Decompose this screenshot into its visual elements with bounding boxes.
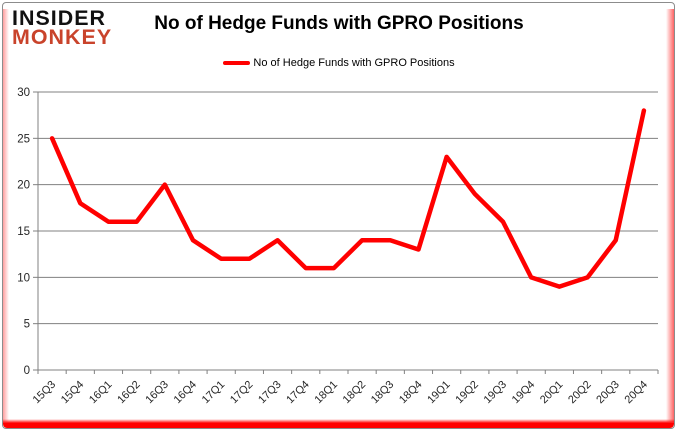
y-axis-label: 30 [17,87,30,99]
x-axis-label: 18Q3 [369,379,397,407]
red-glow-left [3,9,9,422]
x-axis-label: 19Q4 [510,379,538,407]
x-axis-label: 17Q2 [228,379,256,407]
x-axis-label: 18Q2 [341,379,369,407]
series-line [49,108,647,289]
red-glow-right [666,9,674,422]
y-axis-label: 15 [17,226,30,238]
legend-label: No of Hedge Funds with GPRO Positions [253,57,455,69]
legend: No of Hedge Funds with GPRO Positions [0,57,678,69]
x-axis-label: 18Q4 [397,379,425,407]
logo-line-insider: INSIDER [12,7,107,30]
legend-line-swatch [223,60,251,66]
y-axis-label: 25 [17,133,30,145]
x-axis-label: 16Q2 [115,379,143,407]
x-axis-label: 16Q4 [172,379,200,407]
x-axis-label: 20Q4 [623,379,651,407]
x-axis-label: 20Q3 [594,379,622,407]
x-axis-label: 15Q3 [31,379,59,407]
x-axis-label: 16Q3 [143,379,171,407]
x-axis-label: 20Q1 [538,379,566,407]
x-axis-label: 20Q2 [566,379,594,407]
chart-title: No of Hedge Funds with GPRO Positions [154,13,524,34]
red-glow-bottom [3,419,674,428]
x-axis-label: 19Q2 [453,379,481,407]
x-axis-label: 17Q1 [200,379,228,407]
y-axis-label: 10 [17,272,30,284]
x-axis-label: 18Q1 [313,379,341,407]
y-axis-label: 0 [24,365,30,377]
x-axis-label: 16Q1 [87,379,115,407]
y-axis-label: 5 [24,319,30,331]
insider-monkey-logo: INSIDER MONKEY [12,7,113,50]
x-axis-label: 15Q4 [59,379,87,407]
y-axis-label: 20 [17,180,30,192]
logo-line-monkey: MONKEY [12,26,113,50]
x-axis-label: 17Q3 [256,379,284,407]
x-axis-label: 19Q3 [482,379,510,407]
x-axis-label: 19Q1 [425,379,453,407]
x-axis-label: 17Q4 [284,379,312,407]
